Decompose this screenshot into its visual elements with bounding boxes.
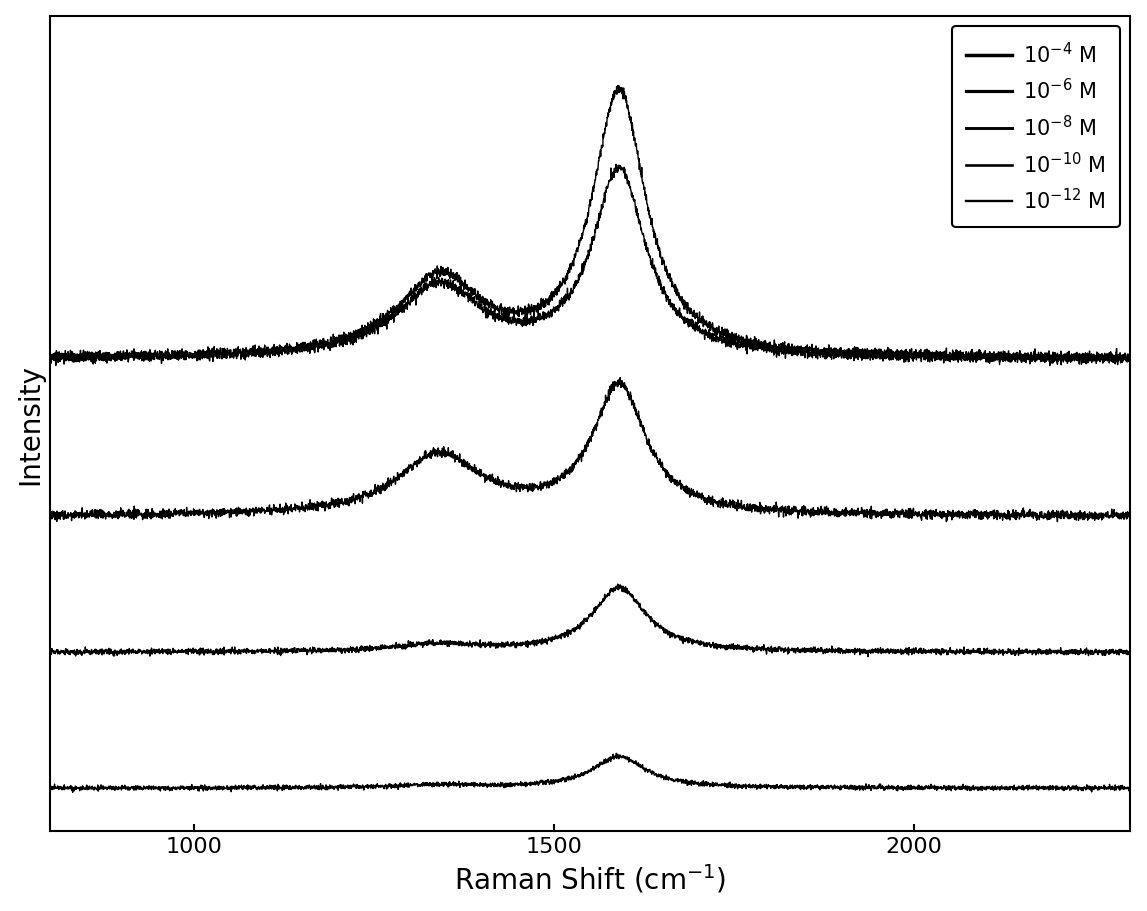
Line: $10^{-6}$ M: $10^{-6}$ M <box>50 165 1130 366</box>
$10^{-4}$ M <box>611 81 625 92</box>
$10^{-6}$ M <box>1123 352 1137 363</box>
X-axis label: Raman Shift (cm$^{-1}$): Raman Shift (cm$^{-1}$) <box>454 862 726 895</box>
$10^{-4}$ M <box>828 343 842 354</box>
$10^{-12}$ M <box>65 787 79 798</box>
$10^{-4}$ M <box>1091 356 1105 367</box>
$10^{-6}$ M <box>609 159 623 170</box>
$10^{-8}$ M <box>1091 514 1105 525</box>
$10^{-10}$ M <box>1037 646 1051 657</box>
$10^{-6}$ M <box>44 350 57 361</box>
Legend: $10^{-4}$ M, $10^{-6}$ M, $10^{-8}$ M, $10^{-10}$ M, $10^{-12}$ M: $10^{-4}$ M, $10^{-6}$ M, $10^{-8}$ M, $… <box>952 27 1119 228</box>
$10^{-4}$ M <box>1037 352 1051 363</box>
$10^{-12}$ M <box>498 781 512 792</box>
$10^{-10}$ M <box>1091 647 1105 658</box>
$10^{-10}$ M <box>556 630 570 640</box>
Line: $10^{-10}$ M: $10^{-10}$ M <box>50 585 1130 657</box>
$10^{-8}$ M <box>556 470 570 481</box>
$10^{-10}$ M <box>1123 645 1137 656</box>
$10^{-12}$ M <box>1037 784 1051 795</box>
Line: $10^{-12}$ M: $10^{-12}$ M <box>50 753 1130 793</box>
$10^{-8}$ M <box>1123 513 1137 524</box>
$10^{-4}$ M <box>44 349 57 360</box>
$10^{-4}$ M <box>497 312 510 322</box>
$10^{-8}$ M <box>497 481 510 492</box>
$10^{-8}$ M <box>506 482 520 493</box>
$10^{-10}$ M <box>497 642 510 653</box>
$10^{-12}$ M <box>828 783 842 793</box>
$10^{-4}$ M <box>1110 360 1124 371</box>
$10^{-8}$ M <box>614 373 627 384</box>
$10^{-8}$ M <box>828 507 842 517</box>
$10^{-6}$ M <box>556 299 570 310</box>
$10^{-6}$ M <box>497 315 510 326</box>
$10^{-8}$ M <box>44 513 57 524</box>
$10^{-10}$ M <box>506 640 520 650</box>
$10^{-12}$ M <box>556 773 570 783</box>
Line: $10^{-4}$ M: $10^{-4}$ M <box>50 87 1130 365</box>
$10^{-6}$ M <box>828 345 842 356</box>
$10^{-8}$ M <box>939 517 953 527</box>
$10^{-6}$ M <box>1091 353 1105 364</box>
$10^{-10}$ M <box>828 648 842 659</box>
$10^{-6}$ M <box>506 315 520 326</box>
$10^{-4}$ M <box>556 275 570 286</box>
$10^{-10}$ M <box>611 579 625 590</box>
Line: $10^{-8}$ M: $10^{-8}$ M <box>50 378 1130 522</box>
$10^{-10}$ M <box>44 648 57 659</box>
$10^{-12}$ M <box>1123 783 1137 793</box>
$10^{-12}$ M <box>44 784 57 795</box>
$10^{-4}$ M <box>1123 353 1137 363</box>
Y-axis label: Intensity: Intensity <box>17 363 45 485</box>
$10^{-12}$ M <box>506 780 520 791</box>
$10^{-4}$ M <box>506 304 520 315</box>
$10^{-6}$ M <box>1037 353 1051 363</box>
$10^{-10}$ M <box>861 651 875 662</box>
$10^{-6}$ M <box>1043 361 1056 372</box>
$10^{-12}$ M <box>609 748 623 759</box>
$10^{-12}$ M <box>1091 783 1105 793</box>
$10^{-8}$ M <box>1037 513 1051 524</box>
